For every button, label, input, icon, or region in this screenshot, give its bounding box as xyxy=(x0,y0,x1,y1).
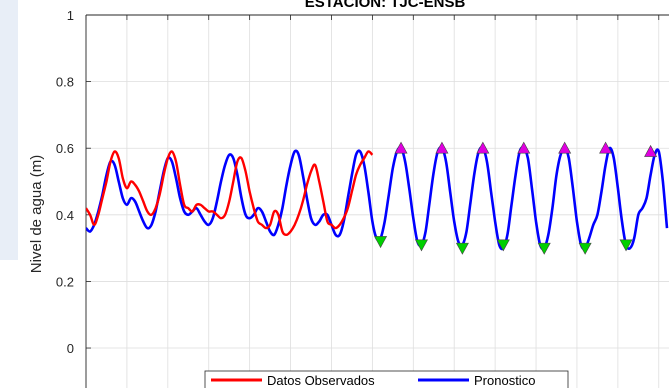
markers-group xyxy=(374,141,658,255)
low-tide-marker-4 xyxy=(537,242,551,255)
plot-area xyxy=(86,15,669,388)
low-tide-marker-0 xyxy=(374,236,388,249)
low-tide-marker-3 xyxy=(496,239,510,252)
series-line-observed xyxy=(86,150,374,236)
high-tide-marker-1 xyxy=(435,141,449,154)
chart-title: ESTACION: TJC-ENSB xyxy=(305,0,466,11)
high-tide-marker-6 xyxy=(644,144,658,157)
high-tide-marker-5 xyxy=(599,141,613,154)
legend-label-forecast: Pronostico xyxy=(474,373,535,388)
y-axis-label: Nivel de agua (m) xyxy=(28,155,45,273)
y-tick-label-0: 0 xyxy=(67,341,74,356)
y-tick-label-4: 0.8 xyxy=(56,75,74,90)
grid xyxy=(85,14,669,388)
high-tide-marker-0 xyxy=(394,141,408,154)
high-tide-marker-2 xyxy=(476,141,490,154)
high-tide-marker-4 xyxy=(558,141,572,154)
legend: Datos Observados Pronostico xyxy=(204,370,569,388)
low-tide-marker-2 xyxy=(455,242,469,255)
axes: 0 0.2 0.4 0.6 0.8 1 xyxy=(56,8,669,388)
left-edge-shading xyxy=(0,0,18,260)
y-tick-label-3: 0.6 xyxy=(56,141,74,156)
legend-box xyxy=(204,370,569,388)
legend-label-observed: Datos Observados xyxy=(267,373,375,388)
high-tide-marker-3 xyxy=(517,141,531,154)
low-tide-marker-5 xyxy=(578,242,592,255)
low-tide-marker-6 xyxy=(619,239,633,252)
y-tick-label-5: 1 xyxy=(67,8,74,23)
low-tide-marker-1 xyxy=(414,239,428,252)
y-tick-label-2: 0.4 xyxy=(56,208,74,223)
y-tick-label-1: 0.2 xyxy=(56,274,74,289)
